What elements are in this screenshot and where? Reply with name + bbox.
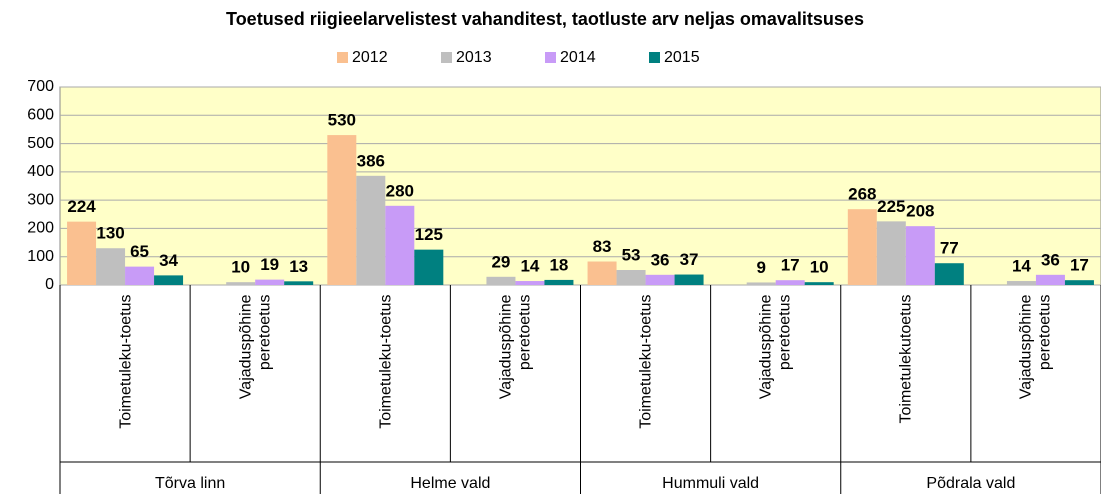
- data-label: 77: [940, 239, 959, 258]
- bar: [327, 135, 357, 285]
- bar: [905, 226, 935, 285]
- data-label: 18: [549, 255, 568, 274]
- bar: [125, 266, 155, 285]
- group-label: Hummuli vald: [662, 475, 759, 492]
- data-label: 530: [328, 111, 356, 130]
- data-label: 83: [593, 237, 612, 256]
- data-label: 224: [67, 197, 96, 216]
- bar: [587, 261, 617, 285]
- bar: [746, 282, 776, 285]
- x-tick-label: Toimetuleku-toetus: [116, 294, 134, 429]
- y-tick-label: 200: [27, 220, 54, 237]
- bar: [847, 209, 877, 285]
- data-label: 130: [96, 224, 124, 243]
- data-label: 10: [810, 258, 829, 277]
- x-tick-label: Vajaduspõhine peretoetus: [237, 294, 274, 400]
- group-label: Tõrva linn: [155, 475, 225, 492]
- bar: [616, 270, 646, 285]
- data-label: 268: [848, 185, 876, 204]
- data-label: 34: [159, 251, 178, 270]
- bar: [1064, 280, 1094, 285]
- data-label: 36: [1041, 250, 1060, 269]
- bar: [804, 282, 834, 285]
- y-tick-label: 600: [27, 107, 54, 124]
- data-label: 386: [357, 151, 385, 170]
- data-label: 14: [1012, 257, 1031, 276]
- bar: [385, 205, 415, 285]
- x-tick-label: Vajaduspõhine peretoetus: [1017, 294, 1054, 400]
- bar: [414, 249, 444, 285]
- legend-label: 2013: [456, 49, 492, 66]
- bar: [284, 281, 314, 285]
- x-tick-label: Toimetuleku-toetus: [637, 294, 655, 429]
- data-label: 125: [415, 225, 443, 244]
- data-label: 225: [877, 197, 905, 216]
- data-label: 17: [781, 256, 800, 275]
- legend-label: 2014: [560, 49, 596, 66]
- group-label: Helme vald: [410, 475, 490, 492]
- data-label: 9: [756, 258, 765, 277]
- data-label: 36: [651, 250, 670, 269]
- bar: [515, 281, 545, 285]
- legend-label: 2012: [352, 49, 388, 66]
- bar: [674, 274, 704, 285]
- y-tick-label: 300: [27, 191, 54, 208]
- data-label: 13: [289, 257, 308, 276]
- data-label: 14: [520, 257, 539, 276]
- bar: [645, 274, 675, 285]
- data-label: 10: [231, 258, 250, 277]
- bar: [486, 276, 516, 285]
- data-label: 53: [622, 245, 641, 264]
- bar: [775, 280, 805, 285]
- data-label: 208: [906, 202, 934, 221]
- bar: [154, 275, 184, 285]
- y-tick-label: 500: [27, 135, 54, 152]
- bar: [255, 279, 285, 285]
- legend-swatch: [441, 52, 452, 63]
- data-label: 29: [491, 252, 510, 271]
- bar: [1035, 274, 1065, 285]
- x-tick-label: Vajaduspõhine peretoetus: [757, 294, 794, 400]
- bar: [356, 175, 386, 285]
- x-tick-label: Toimetuleku-toetus: [376, 294, 394, 429]
- chart-title: Toetused riigieelarvelistest vahanditest…: [226, 9, 864, 29]
- group-label: Põdrala vald: [926, 475, 1015, 492]
- bar: [876, 221, 906, 285]
- bar: [226, 282, 256, 285]
- y-tick-label: 100: [27, 248, 54, 265]
- data-label: 19: [260, 255, 279, 274]
- bar: [96, 248, 126, 285]
- y-tick-label: 700: [27, 78, 54, 95]
- data-label: 65: [130, 242, 149, 261]
- bar: [1006, 281, 1036, 285]
- data-label: 37: [680, 250, 699, 269]
- legend-swatch: [649, 52, 660, 63]
- bar: [544, 279, 574, 285]
- legend-swatch: [545, 52, 556, 63]
- legend-swatch: [337, 52, 348, 63]
- bar: [67, 221, 97, 285]
- y-tick-label: 0: [45, 276, 54, 293]
- legend-label: 2015: [664, 49, 700, 66]
- y-tick-label: 400: [27, 163, 54, 180]
- x-tick-label: Vajaduspõhine peretoetus: [497, 294, 534, 400]
- data-label: 17: [1070, 256, 1089, 275]
- x-tick-label: Toimetulekutoetus: [897, 294, 915, 424]
- data-label: 280: [386, 181, 414, 200]
- bar: [934, 263, 964, 285]
